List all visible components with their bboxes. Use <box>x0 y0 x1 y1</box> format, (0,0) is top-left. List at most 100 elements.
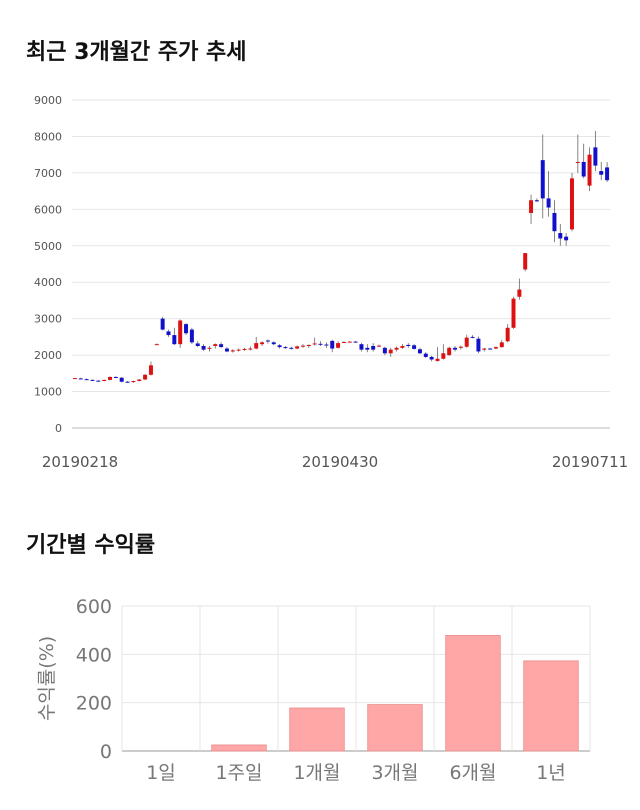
y-tick-label: 2000 <box>34 349 62 362</box>
candle-body <box>400 346 405 348</box>
y-tick-label: 0 <box>100 741 112 763</box>
candle-body <box>236 349 241 351</box>
candle-body <box>295 346 300 349</box>
candle-body <box>534 200 539 202</box>
candle-body <box>441 353 446 359</box>
price-chart-title: 최근 3개월간 주가 추세 <box>26 40 247 65</box>
candle-body <box>540 160 545 199</box>
candle-body <box>505 327 510 342</box>
price-candlestick-chart: 0 1000 2000 3000 4000 5000 6000 7000 8000 9000 201… <box>34 94 628 471</box>
candle-body <box>587 154 592 186</box>
candle-body <box>593 147 598 166</box>
candle-body <box>125 381 130 383</box>
candle-body <box>137 379 142 381</box>
candle-body <box>219 344 224 348</box>
candle-body <box>254 343 259 349</box>
candle-body <box>347 341 352 343</box>
candle-body <box>289 347 294 349</box>
candle-body <box>242 348 247 350</box>
candle-body <box>301 345 305 347</box>
y-tick-label: 6000 <box>34 203 62 216</box>
candle-body <box>453 347 458 350</box>
candle-body <box>224 348 229 352</box>
candle-body <box>353 341 358 343</box>
candle-body <box>96 380 101 382</box>
candle-body <box>102 379 107 381</box>
bar <box>367 704 423 752</box>
candle-body <box>371 346 376 350</box>
candle-body <box>458 346 463 348</box>
candle-body <box>482 348 487 350</box>
candle-body <box>564 236 569 241</box>
candle-body <box>599 171 604 175</box>
candle-body <box>248 348 253 350</box>
candle-body <box>341 341 346 343</box>
bar <box>523 660 579 752</box>
y-tick-label: 8000 <box>34 130 62 143</box>
candle-body <box>143 374 148 380</box>
y-tick-label: 1000 <box>34 386 62 399</box>
candle-body <box>499 342 504 348</box>
candle-body <box>154 344 159 346</box>
candle-body <box>575 161 580 163</box>
candle-body <box>230 350 235 352</box>
candle-body <box>435 358 440 361</box>
candle-body <box>318 343 323 345</box>
x-tick-label: 1일 <box>146 762 176 784</box>
candle-body <box>523 253 528 270</box>
candle-body <box>511 298 516 328</box>
candle-body <box>464 337 469 347</box>
candle-body <box>207 347 212 349</box>
y-tick-label: 3000 <box>34 313 62 326</box>
y-tick-label: 400 <box>76 644 112 666</box>
candle-body <box>529 200 534 213</box>
x-tick-label: 3개월 <box>371 762 418 784</box>
candle-body <box>265 340 270 342</box>
candle-body <box>552 212 557 232</box>
candle-body <box>417 349 422 354</box>
candle-body <box>324 344 329 346</box>
candle-body <box>388 349 393 354</box>
candle-body <box>605 167 610 181</box>
y-tick-label: 5000 <box>34 240 62 253</box>
candle-body <box>382 347 387 354</box>
candle-body <box>260 342 265 345</box>
candle-body <box>172 335 177 345</box>
candle-body <box>377 345 381 347</box>
candle-body <box>90 379 95 381</box>
x-tick-label: 6개월 <box>449 762 496 784</box>
candle-body <box>108 376 112 380</box>
candle-body <box>394 347 399 350</box>
candle-body <box>447 347 452 356</box>
x-tick-label: 20190430 <box>302 453 378 471</box>
candle-body <box>470 336 475 338</box>
x-tick-label: 1개월 <box>293 762 340 784</box>
candle-body <box>488 348 493 350</box>
x-tick-label: 20190218 <box>42 453 118 471</box>
candle-body <box>365 347 370 350</box>
candle-body <box>558 233 563 239</box>
candle-body <box>213 344 218 346</box>
candle-body <box>131 380 136 383</box>
candle-body <box>160 318 165 330</box>
candle-body <box>195 343 200 346</box>
x-tick-label: 20190711 <box>552 453 628 471</box>
candle-body <box>72 378 77 380</box>
candle-body <box>412 345 417 349</box>
candle-body <box>189 329 194 343</box>
candle-body <box>517 289 522 297</box>
candle-body <box>330 340 335 349</box>
y-tick-label: 4000 <box>34 276 62 289</box>
y-tick-label: 600 <box>76 596 112 618</box>
candle-body <box>78 378 83 380</box>
returns-chart-title: 기간별 수익률 <box>26 533 156 558</box>
candle-body <box>423 353 428 357</box>
candle-body <box>201 346 206 350</box>
candle-body <box>113 376 118 378</box>
candle-body <box>429 356 434 360</box>
candle-body <box>359 344 364 350</box>
candle-body <box>476 338 481 352</box>
y-tick-label: 0 <box>55 422 62 435</box>
candle-body <box>570 178 574 230</box>
